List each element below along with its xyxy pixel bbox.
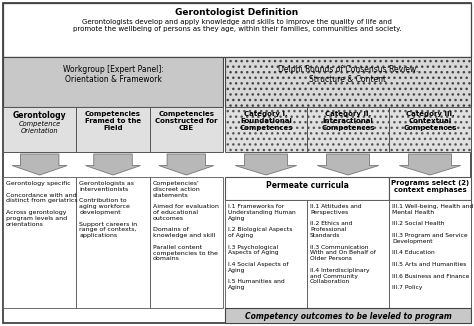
Polygon shape [159,154,214,175]
Bar [389,177,471,200]
Bar [3,107,76,152]
Text: Category II.
Interactional
Competences: Category II. Interactional Competences [321,111,375,131]
Text: Gerontologist Definition: Gerontologist Definition [175,8,299,17]
Text: Permeate curricula: Permeate curricula [265,181,348,190]
Text: Delphi Rounds of Consensus Review:
Structure & Content: Delphi Rounds of Consensus Review: Struc… [278,65,418,84]
Text: III.1 Well-being, Health and
Mental Health

III.2 Social Health

III.3 Program a: III.1 Well-being, Health and Mental Heal… [392,204,473,290]
Text: Category I.
Foundational
Competences: Category I. Foundational Competences [239,111,293,131]
Bar [3,177,76,308]
Bar [3,3,471,57]
Text: Competency outcomes to be leveled to program: Competency outcomes to be leveled to pro… [245,312,451,321]
Text: Gerontologists develop and apply knowledge and skills to improve the quality of : Gerontologists develop and apply knowled… [73,19,401,32]
Bar [307,200,389,308]
Text: Category III.
Contextual
Competences: Category III. Contextual Competences [403,111,457,131]
Polygon shape [235,154,297,175]
Text: Workgroup [Expert Panel]:
Orientation & Framework: Workgroup [Expert Panel]: Orientation & … [63,65,164,84]
Text: Competencies'
discreet action
statements

Aimed for evaluation
of educational
ou: Competencies' discreet action statements… [153,181,219,261]
Text: Gerontologists as
interventionists

Contribution to
aging workforce
development
: Gerontologists as interventionists Contr… [79,181,137,238]
Bar [150,107,223,152]
Polygon shape [12,154,67,175]
Bar [307,107,389,152]
Bar [225,177,389,200]
Bar [76,177,150,308]
Text: Competencies
Framed to the
Field: Competencies Framed to the Field [85,111,141,131]
Polygon shape [399,154,461,175]
Text: Competencies
Constructed for
CBE: Competencies Constructed for CBE [155,111,218,131]
Bar [3,57,223,107]
Bar [150,177,223,308]
Text: Gerontology: Gerontology [13,111,66,120]
Bar [225,107,307,152]
Polygon shape [85,154,140,175]
Text: I.1 Frameworks for
Understanding Human
Aging

I.2 Biological Aspects
of Aging

I: I.1 Frameworks for Understanding Human A… [228,204,296,290]
Bar [225,57,471,107]
Bar [389,200,471,308]
Polygon shape [317,154,379,175]
Text: II.1 Attitudes and
Perspectives

II.2 Ethics and
Professional
Standards

II.3 Co: II.1 Attitudes and Perspectives II.2 Eth… [310,204,376,284]
Text: Competence
Orientation: Competence Orientation [18,121,61,134]
Bar [76,107,150,152]
Bar [389,107,471,152]
Text: Gerontology specific

Concordance with and
distinct from geriatrics

Across gero: Gerontology specific Concordance with an… [6,181,78,227]
Text: Programs select (2)
context emphases: Programs select (2) context emphases [391,180,469,193]
Bar [225,308,471,323]
Bar [225,200,307,308]
